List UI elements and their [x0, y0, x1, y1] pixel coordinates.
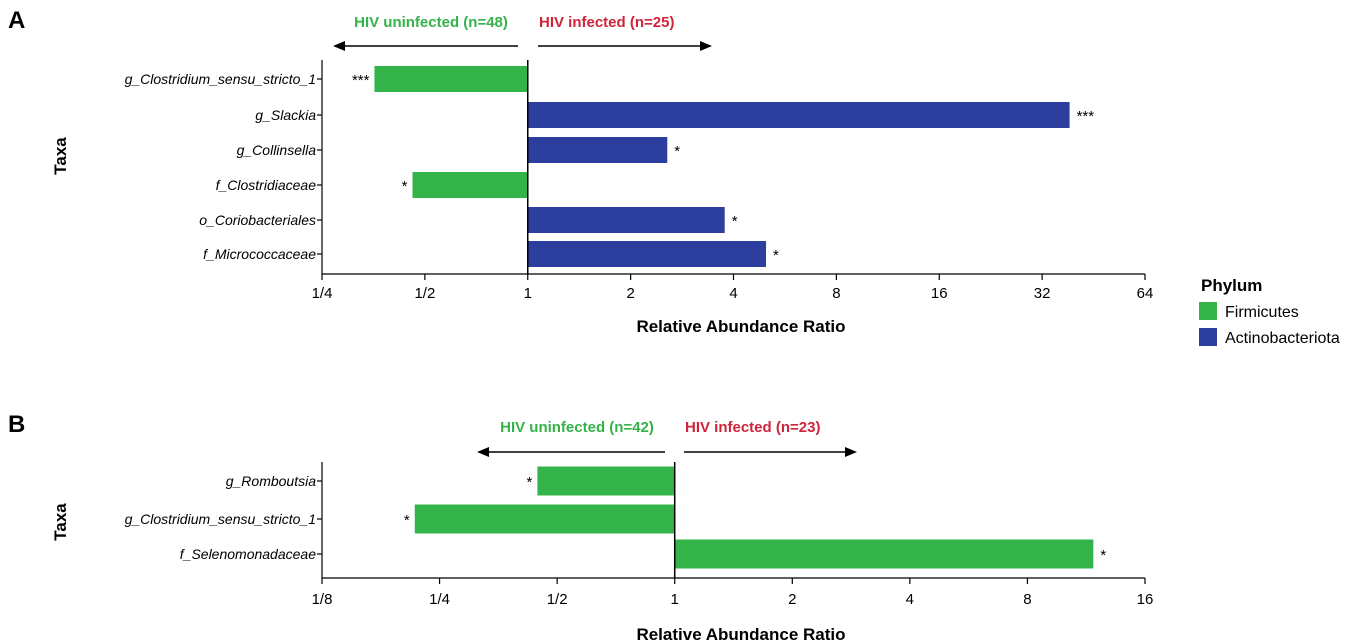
significance-g-collinsella: *: [674, 143, 680, 160]
panel-a-uninfected-label: HIV uninfected (n=48): [354, 14, 508, 31]
x-tick-label: 4: [729, 285, 737, 302]
panel-a-left-arrowhead: [333, 41, 345, 51]
legend-swatch-firmicutes: [1199, 302, 1217, 320]
panel-a-infected-label: HIV infected (n=25): [539, 14, 674, 31]
taxa-label-f-micrococcaceae: f_Micrococcaceae: [203, 246, 316, 262]
significance-f-selenomonadaceae: *: [1100, 547, 1106, 564]
taxa-label-f-clostridiaceae: f_Clostridiaceae: [216, 177, 317, 193]
bar-g-clostridium-sensu-stricto-1: [414, 504, 675, 534]
significance-g-slackia: ***: [1077, 108, 1095, 125]
taxa-label-g-collinsella: g_Collinsella: [237, 142, 317, 158]
taxa-label-g-slackia: g_Slackia: [255, 107, 316, 123]
taxa-label-f-selenomonadaceae: f_Selenomonadaceae: [180, 546, 316, 562]
legend-swatch-actinobacteriota: [1199, 328, 1217, 346]
panel-b-left-arrowhead: [477, 447, 489, 457]
panel-a-x-axis-title: Relative Abundance Ratio: [636, 317, 845, 336]
bar-g-romboutsia: [537, 466, 675, 496]
taxa-label-g-clostridium-sensu-stricto-1: g_Clostridium_sensu_stricto_1: [125, 511, 316, 527]
x-tick-label: 1/4: [429, 591, 450, 608]
panel-a-marks: ***g_Clostridium_sensu_stricto_1***g_Sla…: [125, 60, 1154, 302]
panel-a-letter: A: [8, 7, 25, 34]
x-tick-label: 32: [1034, 285, 1051, 302]
panel-a: A HIV uninfected (n=48) HIV infected (n=…: [8, 7, 1153, 336]
legend-label-firmicutes: Firmicutes: [1225, 304, 1299, 321]
x-tick-label: 1/2: [414, 285, 435, 302]
significance-g-clostridium-sensu-stricto-1: ***: [352, 72, 370, 89]
bar-g-clostridium-sensu-stricto-1: [374, 66, 528, 92]
panel-b-x-axis-title: Relative Abundance Ratio: [636, 625, 845, 644]
legend-title: Phylum: [1201, 276, 1262, 295]
x-tick-label: 1/2: [547, 591, 568, 608]
bar-f-micrococcaceae: [527, 241, 767, 267]
legend: Phylum Firmicutes Actinobacteriota: [1199, 276, 1340, 347]
significance-g-romboutsia: *: [527, 474, 533, 491]
panel-b-uninfected-label: HIV uninfected (n=42): [500, 419, 654, 436]
taxa-label-o-coriobacteriales: o_Coriobacteriales: [199, 212, 316, 228]
x-tick-label: 1/8: [312, 591, 333, 608]
bar-f-clostridiaceae: [412, 172, 528, 198]
panel-b: B HIV uninfected (n=42) HIV infected (n=…: [8, 411, 1153, 644]
panel-a-y-axis-title: Taxa: [51, 137, 70, 175]
x-tick-label: 1: [671, 591, 679, 608]
bar-o-coriobacteriales: [527, 207, 725, 233]
bar-g-collinsella: [527, 137, 668, 163]
panel-b-y-axis-title: Taxa: [51, 503, 70, 541]
taxa-label-g-romboutsia: g_Romboutsia: [226, 473, 316, 489]
bar-f-selenomonadaceae: [674, 539, 1094, 569]
panel-b-letter: B: [8, 411, 25, 438]
significance-o-coriobacteriales: *: [732, 213, 738, 230]
panel-a-right-arrowhead: [700, 41, 712, 51]
x-tick-label: 1: [524, 285, 532, 302]
x-tick-label: 2: [626, 285, 634, 302]
panel-b-right-arrowhead: [845, 447, 857, 457]
legend-label-actinobacteriota: Actinobacteriota: [1225, 330, 1340, 347]
x-tick-label: 64: [1137, 285, 1154, 302]
x-tick-label: 16: [931, 285, 948, 302]
x-tick-label: 1/4: [312, 285, 333, 302]
significance-f-clostridiaceae: *: [402, 178, 408, 195]
x-tick-label: 4: [906, 591, 914, 608]
taxa-label-g-clostridium-sensu-stricto-1: g_Clostridium_sensu_stricto_1: [125, 71, 316, 87]
x-tick-label: 8: [1023, 591, 1031, 608]
x-tick-label: 8: [832, 285, 840, 302]
bar-g-slackia: [527, 102, 1070, 128]
x-tick-label: 16: [1137, 591, 1154, 608]
panel-b-marks: * g_Romboutsia * g_Clostridium_sensu_strict…: [125, 462, 1154, 608]
significance-f-micrococcaceae: *: [773, 247, 779, 264]
x-tick-label: 2: [788, 591, 796, 608]
panel-b-infected-label: HIV infected (n=23): [685, 419, 820, 436]
significance-g-clostridium-sensu-stricto-1: *: [404, 512, 410, 529]
